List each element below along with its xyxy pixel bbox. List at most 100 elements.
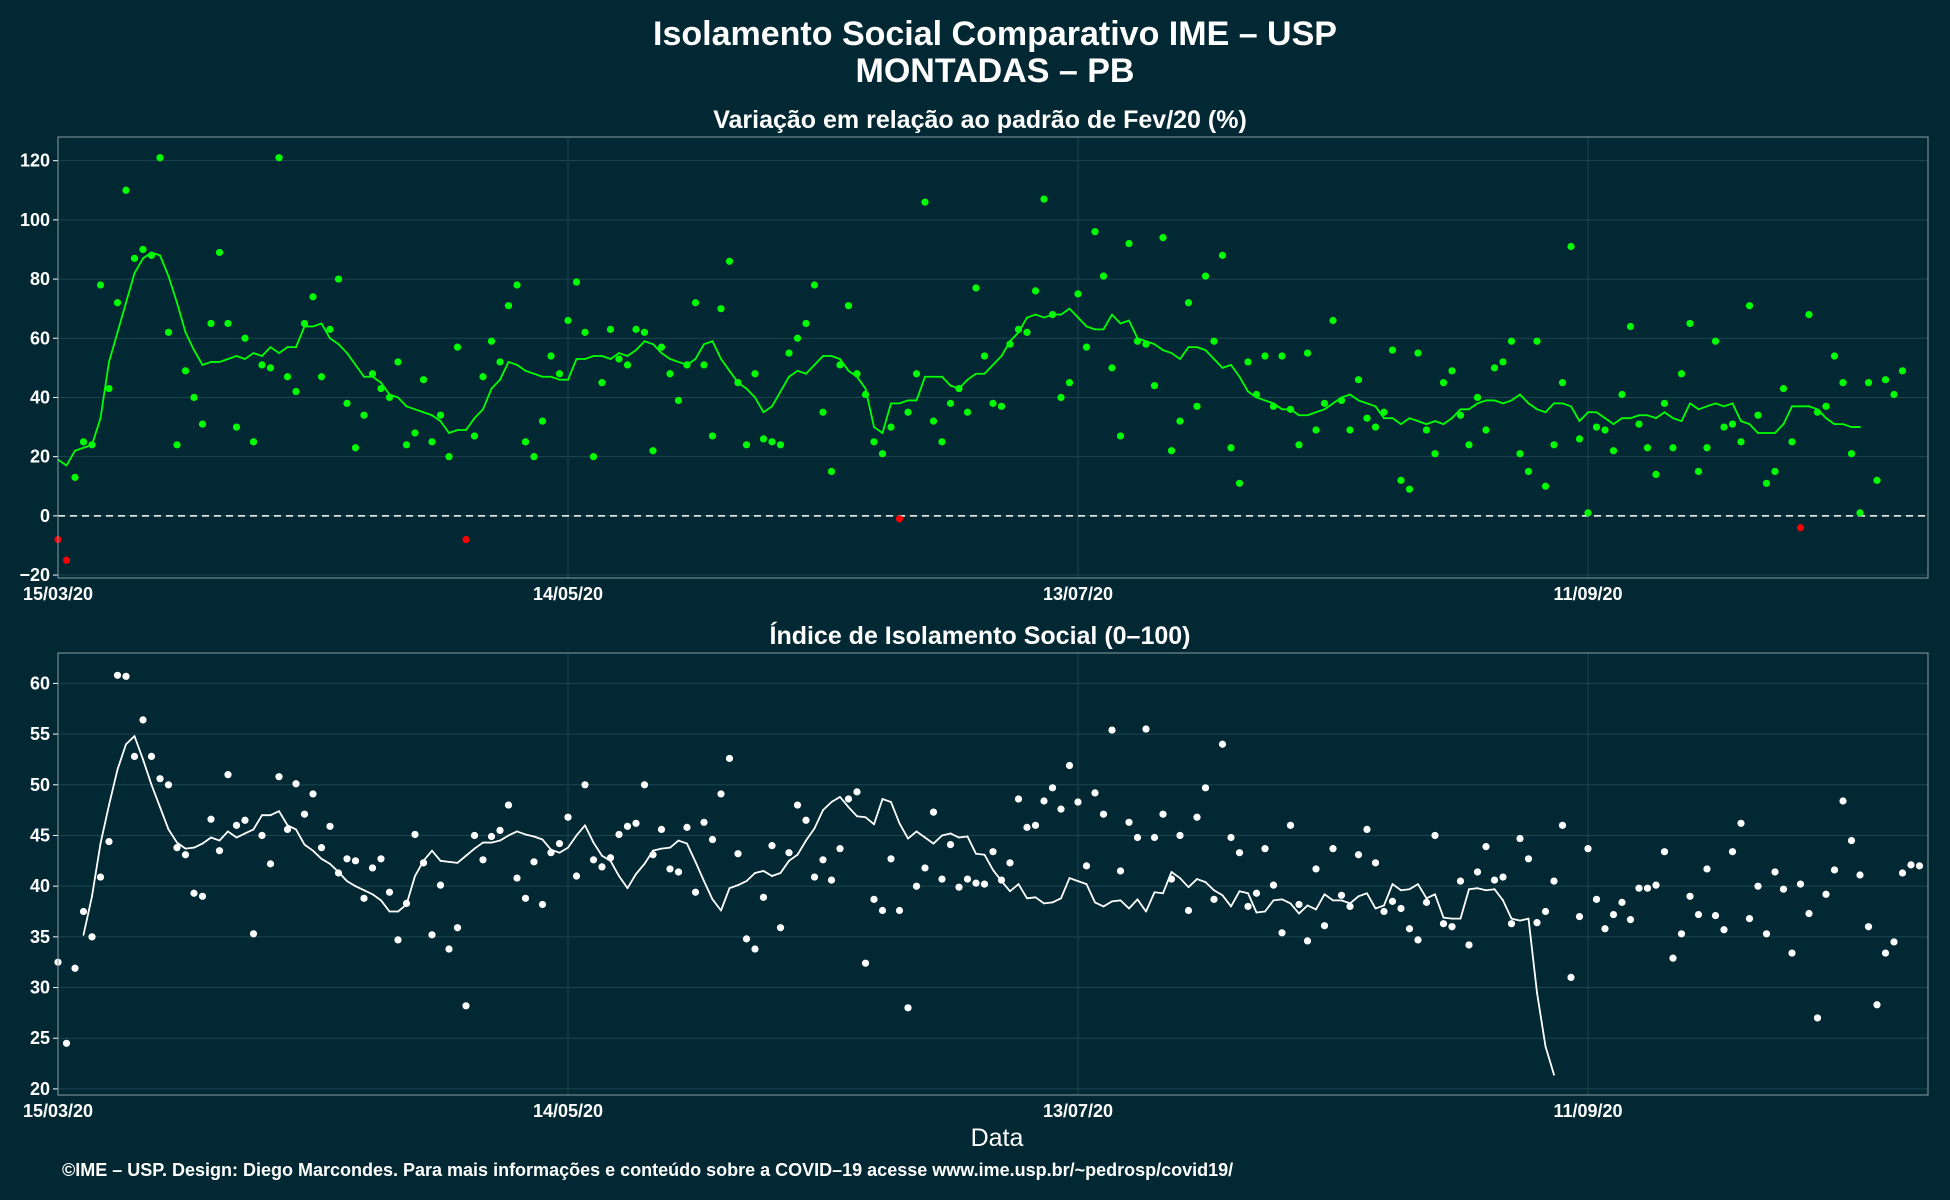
index-trend-segment bbox=[1417, 883, 1428, 900]
variation-data-point bbox=[1159, 234, 1167, 242]
index-trend-segment bbox=[1298, 904, 1309, 915]
variation-data-point bbox=[402, 441, 411, 449]
variation-data-point bbox=[666, 370, 674, 378]
index-data-point bbox=[266, 860, 275, 868]
index-x-tick-label: 13/07/20 bbox=[1043, 1101, 1113, 1121]
index-trend-segment bbox=[346, 880, 357, 888]
index-trend-segment bbox=[1544, 1045, 1555, 1076]
index-data-point bbox=[394, 936, 402, 944]
variation-data-point bbox=[904, 408, 912, 416]
index-data-point bbox=[572, 872, 581, 880]
variation-trend-segment bbox=[898, 399, 909, 405]
index-trend-segment bbox=[1400, 888, 1411, 892]
index-data-point bbox=[1142, 725, 1150, 733]
index-trend-segment bbox=[1536, 991, 1547, 1048]
variation-trend-segment bbox=[329, 337, 340, 346]
index-data-point bbox=[538, 900, 547, 909]
variation-trend-segment bbox=[227, 355, 238, 360]
variation-trend-segment bbox=[1748, 423, 1759, 434]
index-data-point bbox=[657, 825, 666, 833]
variation-data-point bbox=[997, 402, 1006, 410]
variation-data-point bbox=[1346, 426, 1354, 434]
variation-data-point bbox=[589, 453, 598, 461]
panel-2-title: Índice de Isolamento Social (0–100) bbox=[770, 621, 1191, 650]
index-data-point bbox=[734, 850, 742, 858]
index-data-point bbox=[810, 873, 819, 881]
variation-data-point bbox=[887, 423, 895, 431]
index-data-point bbox=[768, 842, 776, 850]
index-data-point bbox=[1320, 922, 1329, 930]
index-data-point bbox=[462, 1002, 470, 1010]
variation-trend-segment bbox=[796, 369, 807, 375]
index-data-point bbox=[249, 930, 258, 938]
variation-data-point bbox=[479, 373, 487, 381]
index-data-point bbox=[1805, 909, 1813, 918]
variation-trend-segment bbox=[1340, 393, 1351, 399]
variation-trend-segment bbox=[167, 275, 178, 304]
variation-data-point bbox=[1414, 349, 1422, 357]
variation-data-point bbox=[946, 399, 955, 407]
variation-data-point bbox=[632, 325, 640, 333]
variation-data-point bbox=[1074, 290, 1082, 298]
variation-y-tick-label: 0 bbox=[40, 506, 50, 526]
variation-data-point bbox=[1635, 420, 1643, 428]
index-y-tick-label: 25 bbox=[30, 1028, 50, 1048]
index-trend-segment bbox=[363, 889, 374, 896]
index-trend-segment bbox=[1119, 899, 1130, 910]
index-trend-segment bbox=[439, 859, 450, 863]
index-trend-segment bbox=[941, 832, 952, 837]
variation-data-point bbox=[1830, 352, 1839, 360]
variation-data-point bbox=[275, 154, 283, 162]
variation-trend-segment bbox=[1425, 420, 1436, 425]
variation-data-point bbox=[963, 408, 972, 416]
index-data-point bbox=[1490, 876, 1499, 884]
variation-trend-segment bbox=[1060, 307, 1071, 316]
index-trend-segment bbox=[1085, 883, 1096, 904]
index-data-point bbox=[190, 889, 198, 897]
index-data-point bbox=[385, 888, 394, 896]
variation-trend-segment bbox=[337, 343, 348, 354]
index-data-point bbox=[1295, 900, 1303, 909]
index-trend-segment bbox=[1510, 917, 1521, 922]
variation-trend-segment bbox=[1264, 399, 1275, 405]
variation-trend-segment bbox=[1366, 402, 1377, 408]
variation-trend-segment bbox=[1119, 319, 1130, 325]
index-data-point bbox=[1771, 868, 1779, 876]
variation-data-point bbox=[1737, 438, 1745, 446]
index-data-point bbox=[1448, 923, 1456, 931]
panel-index: 15/03/20 14/05/20 13/07/20 11/09/20 20 25 30 35… bbox=[23, 652, 1929, 1121]
variation-data-point bbox=[164, 328, 173, 336]
index-data-point bbox=[819, 856, 827, 864]
index-trend-segment bbox=[422, 849, 433, 862]
variation-data-point bbox=[1125, 239, 1133, 248]
index-trend-segment bbox=[1009, 883, 1020, 893]
variation-data-point bbox=[190, 393, 198, 402]
index-trend-segment bbox=[1527, 917, 1538, 994]
index-data-point bbox=[71, 964, 79, 972]
index-data-point bbox=[1252, 889, 1261, 897]
variation-data-point bbox=[258, 361, 266, 369]
index-trend-segment bbox=[822, 801, 833, 812]
variation-data-point bbox=[819, 408, 827, 416]
index-trend-segment bbox=[805, 827, 816, 842]
index-data-point bbox=[79, 907, 88, 916]
variation-trend-segment bbox=[915, 375, 926, 402]
index-data-point bbox=[1099, 810, 1108, 818]
variation-trend-segment bbox=[626, 349, 637, 357]
variation-trend-segment bbox=[295, 325, 306, 349]
index-data-point bbox=[1065, 761, 1074, 770]
variation-data-point bbox=[377, 384, 385, 393]
variation-data-point bbox=[1278, 352, 1286, 360]
variation-data-point bbox=[215, 248, 224, 257]
index-data-point bbox=[666, 865, 674, 873]
index-trend-segment bbox=[1485, 888, 1496, 892]
index-trend-segment bbox=[490, 839, 501, 844]
variation-trend-segment bbox=[1357, 399, 1368, 405]
variation-data-point bbox=[844, 302, 853, 310]
variation-data-point bbox=[1533, 337, 1541, 345]
variation-data-point bbox=[1218, 251, 1227, 259]
variation-data-point bbox=[895, 515, 904, 523]
variation-data-point bbox=[1210, 337, 1218, 345]
index-trend-segment bbox=[1374, 904, 1385, 910]
index-trend-segment bbox=[1026, 896, 1037, 900]
